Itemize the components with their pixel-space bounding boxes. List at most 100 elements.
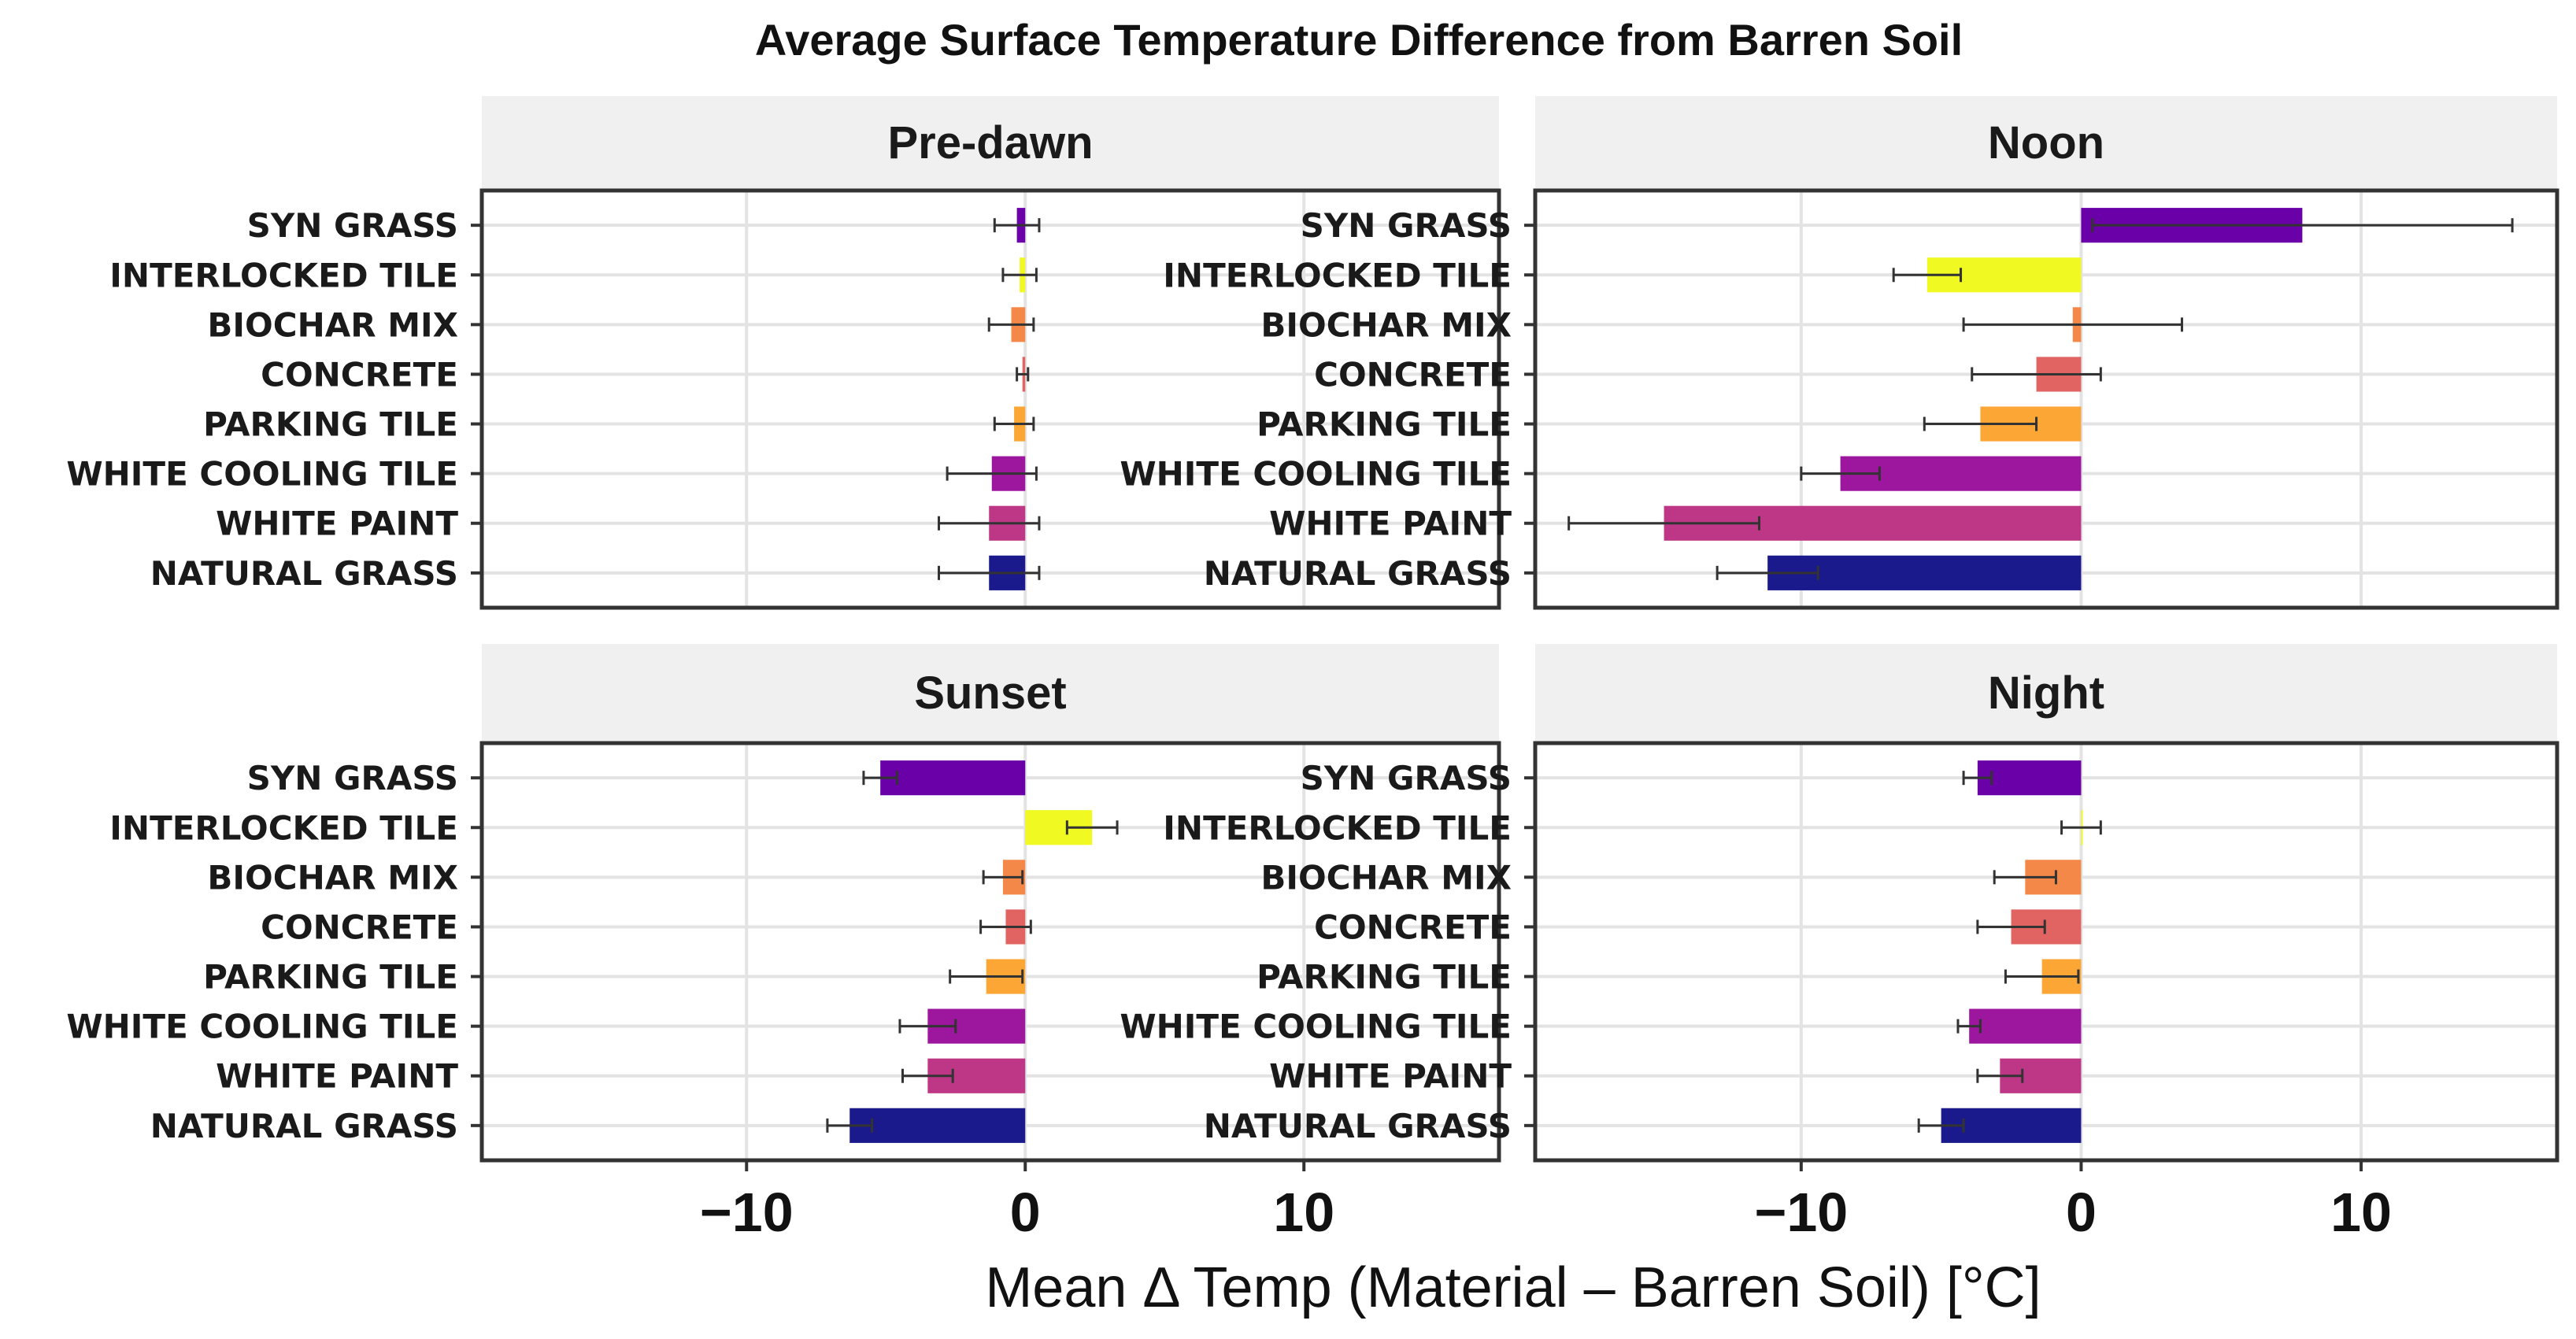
errorbar-syn-grass <box>2091 218 2514 233</box>
panel-background <box>1535 743 2557 1160</box>
category-label-white-paint: WHITE PAINT <box>216 505 458 543</box>
panel-border <box>479 188 1501 610</box>
chart-title: Average Surface Temperature Difference f… <box>755 15 1963 65</box>
errorbar-parking-tile <box>949 969 1024 984</box>
errorbar-biochar-mix <box>1962 317 2183 332</box>
errorbar-natural-grass <box>826 1118 874 1133</box>
category-label-interlocked-tile: INTERLOCKED TILE <box>109 808 458 847</box>
errorbar-parking-tile <box>1923 416 2038 431</box>
category-label-syn-grass: SYN GRASS <box>247 206 458 245</box>
errorbar-interlocked-tile <box>1001 268 1038 283</box>
bar-natural-grass <box>849 1108 1026 1143</box>
errorbar-interlocked-tile <box>1892 268 1963 283</box>
category-label-interlocked-tile: INTERLOCKED TILE <box>109 256 458 294</box>
errorbar-concrete <box>1971 367 2102 382</box>
panel-noon: Noon SYN GRASS INTERLOCKED TILE BIOCHAR MIX… <box>1120 96 2559 610</box>
panel-background <box>1535 190 2557 608</box>
category-label-concrete: CONCRETE <box>261 908 458 946</box>
category-label-white-cooling-tile: WHITE COOLING TILE <box>1120 1008 1512 1046</box>
category-label-parking-tile: PARKING TILE <box>1257 958 1512 997</box>
category-label-parking-tile: PARKING TILE <box>203 958 458 997</box>
category-label-white-paint: WHITE PAINT <box>216 1057 458 1096</box>
strip-pre-dawn <box>482 96 1499 189</box>
strip-noon <box>1535 96 2557 189</box>
errorbar-concrete <box>979 919 1032 934</box>
category-label-biochar-mix: BIOCHAR MIX <box>207 858 458 897</box>
errorbar-white-cooling-tile <box>1800 466 1881 481</box>
x-tick-label: 0 <box>1010 1182 1041 1243</box>
bar-natural-grass <box>1767 555 2082 590</box>
bar-syn-grass <box>880 760 1026 796</box>
errorbar-syn-grass <box>1962 771 1993 786</box>
x-tick-label: −10 <box>1754 1182 1848 1243</box>
panels-layer: Pre-dawn SYN GRASS INTERLOCKED TILE BIOCHAR… <box>66 96 2559 1163</box>
errorbar-white-paint <box>1567 516 1760 531</box>
errorbar-white-paint <box>901 1068 954 1083</box>
category-label-biochar-mix: BIOCHAR MIX <box>1260 305 1512 344</box>
x-tick-label: 10 <box>1273 1182 1334 1243</box>
strip-label-noon: Noon <box>1988 117 2104 168</box>
category-label-concrete: CONCRETE <box>1314 355 1512 394</box>
panel-background <box>482 743 1499 1160</box>
bar-syn-grass <box>1977 760 2082 796</box>
x-tick-label: −10 <box>700 1182 794 1243</box>
category-label-syn-grass: SYN GRASS <box>1301 206 1512 245</box>
category-label-white-paint: WHITE PAINT <box>1269 1057 1512 1096</box>
category-label-interlocked-tile: INTERLOCKED TILE <box>1163 808 1512 847</box>
x-tick-label: 10 <box>2330 1182 2392 1243</box>
errorbar-white-cooling-tile <box>898 1019 957 1034</box>
category-label-white-paint: WHITE PAINT <box>1269 505 1512 543</box>
errorbar-natural-grass <box>938 565 1041 580</box>
errorbar-syn-grass <box>862 771 898 786</box>
category-label-biochar-mix: BIOCHAR MIX <box>207 305 458 344</box>
panel-pre-dawn: Pre-dawn SYN GRASS INTERLOCKED TILE BIOCHAR… <box>66 96 1501 610</box>
errorbar-biochar-mix <box>1993 870 2057 885</box>
category-label-parking-tile: PARKING TILE <box>203 405 458 444</box>
strip-night <box>1535 644 2557 742</box>
strip-label-night: Night <box>1988 668 2104 719</box>
category-label-concrete: CONCRETE <box>1314 908 1512 946</box>
strip-label-pre-dawn: Pre-dawn <box>887 117 1093 168</box>
category-label-white-cooling-tile: WHITE COOLING TILE <box>66 455 458 494</box>
errorbar-concrete <box>1016 367 1030 382</box>
category-label-interlocked-tile: INTERLOCKED TILE <box>1163 256 1512 294</box>
category-label-syn-grass: SYN GRASS <box>247 759 458 797</box>
errorbar-parking-tile <box>993 416 1035 431</box>
errorbar-parking-tile <box>2004 969 2080 984</box>
category-label-parking-tile: PARKING TILE <box>1257 405 1512 444</box>
panel-border <box>1533 741 2559 1163</box>
category-label-natural-grass: NATURAL GRASS <box>150 1107 458 1145</box>
bar-white-cooling-tile <box>1969 1008 2082 1044</box>
x-tick-label: 0 <box>2066 1182 2097 1243</box>
panel-night: Night SYN GRASS INTERLOCKED TILE BIOCHAR MI… <box>1120 644 2559 1163</box>
strip-label-sunset: Sunset <box>914 668 1066 719</box>
panel-background <box>482 190 1499 608</box>
errorbar-interlocked-tile <box>2060 820 2102 835</box>
errorbar-biochar-mix <box>982 870 1024 885</box>
errorbar-biochar-mix <box>987 317 1035 332</box>
errorbar-natural-grass <box>1715 565 1819 580</box>
category-label-biochar-mix: BIOCHAR MIX <box>1260 858 1512 897</box>
errorbar-white-paint <box>938 516 1041 531</box>
x-axis-label: Mean Δ Temp (Material – Barren Soil) [°C… <box>985 1256 2041 1319</box>
errorbar-white-cooling-tile <box>1956 1019 1982 1034</box>
errorbar-white-paint <box>1976 1068 2024 1083</box>
errorbar-syn-grass <box>993 218 1041 233</box>
category-label-white-cooling-tile: WHITE COOLING TILE <box>1120 455 1512 494</box>
panel-border <box>1533 188 2559 610</box>
category-label-natural-grass: NATURAL GRASS <box>1204 554 1512 593</box>
category-label-natural-grass: NATURAL GRASS <box>150 554 458 593</box>
errorbar-white-cooling-tile <box>946 466 1038 481</box>
errorbar-natural-grass <box>1917 1118 1965 1133</box>
errorbar-concrete <box>1976 919 2046 934</box>
panel-border <box>479 741 1501 1163</box>
category-label-natural-grass: NATURAL GRASS <box>1204 1107 1512 1145</box>
strip-sunset <box>482 644 1499 742</box>
axis-layer: −10 0 10 −10 0 10 <box>700 1160 2392 1243</box>
errorbar-interlocked-tile <box>1065 820 1119 835</box>
panel-sunset: Sunset SYN GRASS INTERLOCKED TILE BIOCHAR M… <box>66 644 1501 1163</box>
category-label-syn-grass: SYN GRASS <box>1301 759 1512 797</box>
category-label-white-cooling-tile: WHITE COOLING TILE <box>66 1008 458 1046</box>
